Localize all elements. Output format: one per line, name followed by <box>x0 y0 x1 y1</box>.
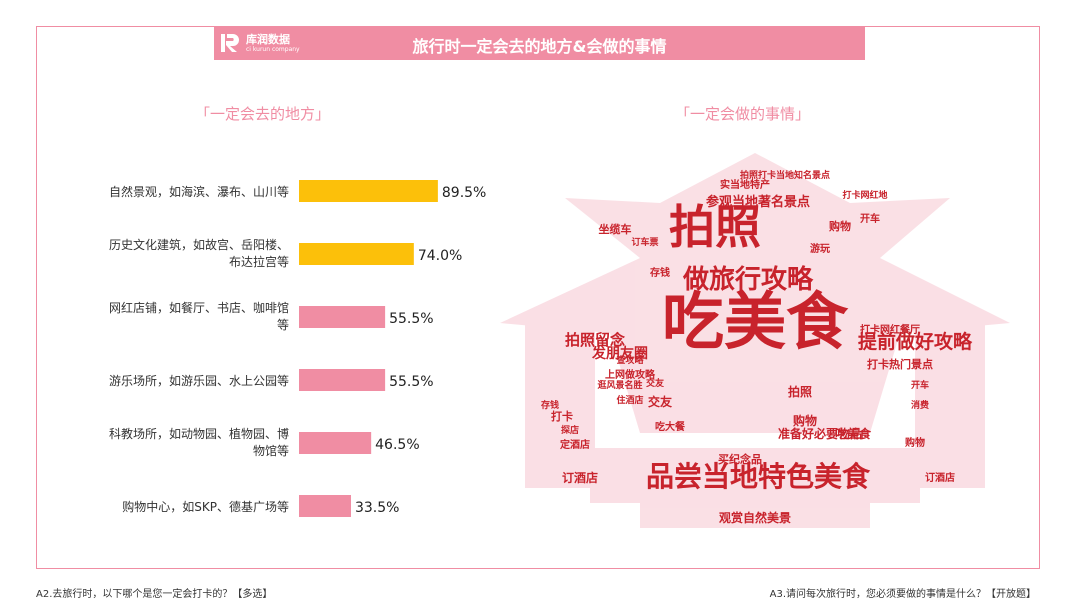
word-cloud-term-17: 坐缆车 <box>599 222 632 236</box>
word-cloud-term-8: 实当地特产 <box>720 178 770 191</box>
word-cloud-term-2: 做旅行攻略 <box>682 264 814 295</box>
bar-4 <box>299 432 372 454</box>
bar-value-label-1: 74.0% <box>418 248 462 264</box>
title-bar: 库润数据 ci kurun company 旅行时一定会去的地方&会做的事情 <box>214 27 865 60</box>
word-cloud-term-30: 查攻略 <box>615 354 644 366</box>
category-label-5-0: 购物中心，如SKP、德基广场等 <box>122 499 289 514</box>
word-cloud-term-24: 游玩 <box>810 242 830 255</box>
footnote-question-a2: A2.去旅行时，以下哪个是您一定会打卡的？【多选】 <box>36 589 273 600</box>
bar-value-label-5: 33.5% <box>355 500 399 516</box>
word-cloud-term-23: 拍照 <box>788 384 812 399</box>
bar-chart: 89.5% 自然景观，如海滨、瀑布、山川等 74.0% 历史文化建筑，如故宫、岳阳楼、… <box>109 180 486 517</box>
word-cloud-term-16: 拍照打卡当地知名景点 <box>740 169 830 181</box>
bar-value-label-2: 55.5% <box>389 311 433 327</box>
content-frame <box>36 26 1040 569</box>
word-cloud-term-31: 逛风景名胜 <box>597 379 642 391</box>
category-label-3-0: 游乐场所，如游乐园、水上公园等 <box>109 373 289 388</box>
logo-subtitle: ci kurun company <box>246 45 300 53</box>
left-section-title: 「一定会去的地方」 <box>195 105 331 123</box>
word-cloud-term-37: 订车票 <box>631 236 658 248</box>
page-title: 旅行时一定会去的地方&会做的事情 <box>412 37 667 56</box>
category-label-2-0: 网红店铺，如餐厅、书店、咖啡馆 <box>109 300 289 315</box>
word-cloud: 吃美食拍照做旅行攻略品尝当地特色美食提前做好攻略拍照留念参观当地著名景点发朋友圈… <box>500 153 1010 528</box>
word-cloud-term-12: 交友 <box>648 394 672 409</box>
word-cloud-term-35: 探店 <box>561 424 579 436</box>
bar-value-label-0: 89.5% <box>442 185 486 201</box>
bar-1 <box>299 243 414 265</box>
bar-5 <box>299 495 351 517</box>
category-label-4-1: 物馆等 <box>253 443 289 458</box>
word-cloud-term-28: 打卡网红地 <box>842 189 887 201</box>
word-cloud-term-22: 购物 <box>793 413 817 428</box>
word-cloud-term-21: 打卡 <box>551 409 573 423</box>
bar-value-label-4: 46.5% <box>375 437 419 453</box>
word-cloud-term-13: 准备好必要物品 <box>778 426 862 441</box>
kurun-logo-icon <box>221 34 239 52</box>
word-cloud-term-14: 订酒店 <box>562 470 598 485</box>
word-cloud-term-7: 发朋友圈 <box>591 345 648 362</box>
word-cloud-term-3: 品尝当地特色美食 <box>646 460 871 493</box>
word-cloud-term-40: 消费 <box>911 399 929 411</box>
word-cloud-term-38: 购物 <box>905 436 925 449</box>
word-cloud-term-11: 上网做攻略 <box>605 368 656 381</box>
category-label-2-1: 等 <box>277 318 289 332</box>
word-cloud-term-5: 拍照留念 <box>565 331 625 349</box>
category-label-1-0: 历史文化建筑，如故宫、岳阳楼、 <box>109 237 289 252</box>
word-cloud-term-1: 拍照 <box>669 200 761 254</box>
word-cloud-term-27: 打卡网红餐厅 <box>860 323 920 336</box>
word-cloud-term-18: 存钱 <box>650 266 670 279</box>
word-cloud-term-4: 提前做好攻略 <box>858 330 973 353</box>
word-cloud-term-6: 参观当地著名景点 <box>706 194 810 210</box>
bar-3 <box>299 369 386 391</box>
category-label-1-1: 布达拉宫等 <box>229 254 289 269</box>
footnote-question-a3: A3.请问每次旅行时，您必须要做的事情是什么？【开放题】 <box>769 589 1036 600</box>
bar-value-label-3: 55.5% <box>389 374 433 390</box>
word-cloud-term-0: 吃美食 <box>662 285 849 358</box>
right-section-title: 「一定会做的事情」 <box>675 105 811 123</box>
bar-0 <box>299 180 438 202</box>
category-label-4-0: 科教场所，如动物园、植物园、博 <box>109 426 289 441</box>
word-cloud-term-32: 吃大餐 <box>655 420 686 433</box>
logo-name: 库润数据 <box>246 32 290 46</box>
bar-2 <box>299 306 386 328</box>
word-cloud-term-19: 吃美食 <box>835 426 872 441</box>
word-cloud-term-25: 开车 <box>860 212 880 225</box>
word-cloud-term-34: 交友 <box>646 377 664 389</box>
word-cloud-term-36: 开车 <box>911 379 929 391</box>
word-cloud-term-26: 订酒店 <box>925 471 955 484</box>
word-cloud-term-39: 存钱 <box>541 399 559 411</box>
word-cloud-term-29: 买纪念品 <box>718 452 762 466</box>
word-cloud-term-20: 定酒店 <box>560 438 590 451</box>
company-logo: 库润数据 ci kurun company <box>220 32 300 54</box>
category-label-0-0: 自然景观，如海滨、瀑布、山川等 <box>109 184 289 199</box>
word-cloud-term-9: 购物 <box>829 219 851 233</box>
word-cloud-term-15: 观赏自然美景 <box>719 510 791 525</box>
word-cloud-term-10: 打卡热门景点 <box>867 357 933 371</box>
word-cloud-silhouette <box>500 153 1010 528</box>
word-cloud-term-33: 住酒店 <box>616 394 643 406</box>
